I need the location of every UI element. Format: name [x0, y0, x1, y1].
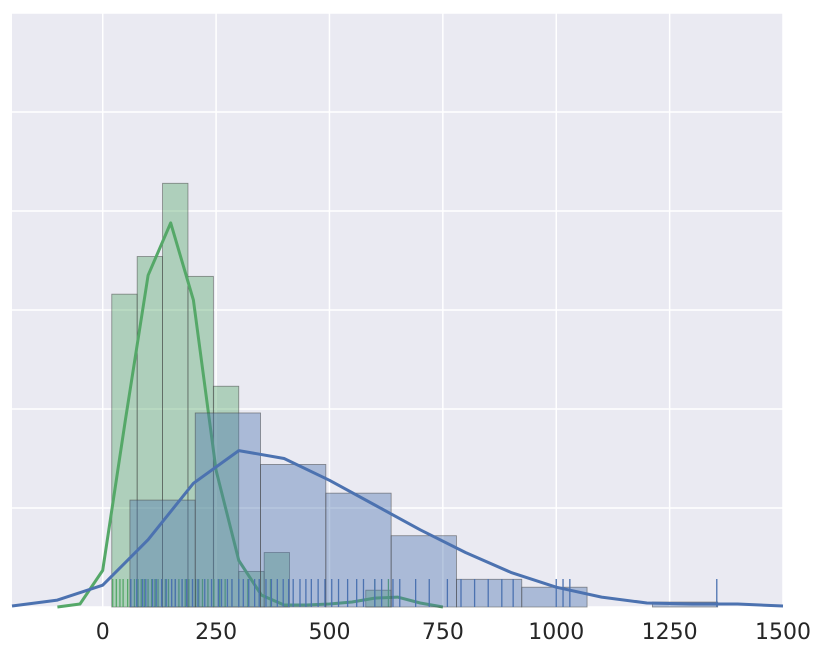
kde-line	[11, 449, 784, 608]
histogram-bar	[129, 499, 196, 608]
x-tick-label: 750	[422, 620, 464, 645]
x-tick-label: 1250	[642, 620, 698, 645]
kde-line	[57, 221, 444, 609]
x-tick-label: 500	[308, 620, 350, 645]
x-tick-label: 0	[96, 620, 110, 645]
x-tick-label: 1000	[528, 620, 584, 645]
histogram-bar	[456, 578, 523, 608]
histogram-bar	[521, 586, 588, 608]
histogram-bar	[194, 412, 261, 608]
histogram-bar	[325, 492, 392, 608]
x-tick-label: 250	[195, 620, 237, 645]
histogram-bar	[212, 385, 240, 608]
histogram-bar	[390, 535, 457, 608]
histogram-bar	[162, 182, 189, 608]
x-tick-label: 1500	[755, 620, 811, 645]
